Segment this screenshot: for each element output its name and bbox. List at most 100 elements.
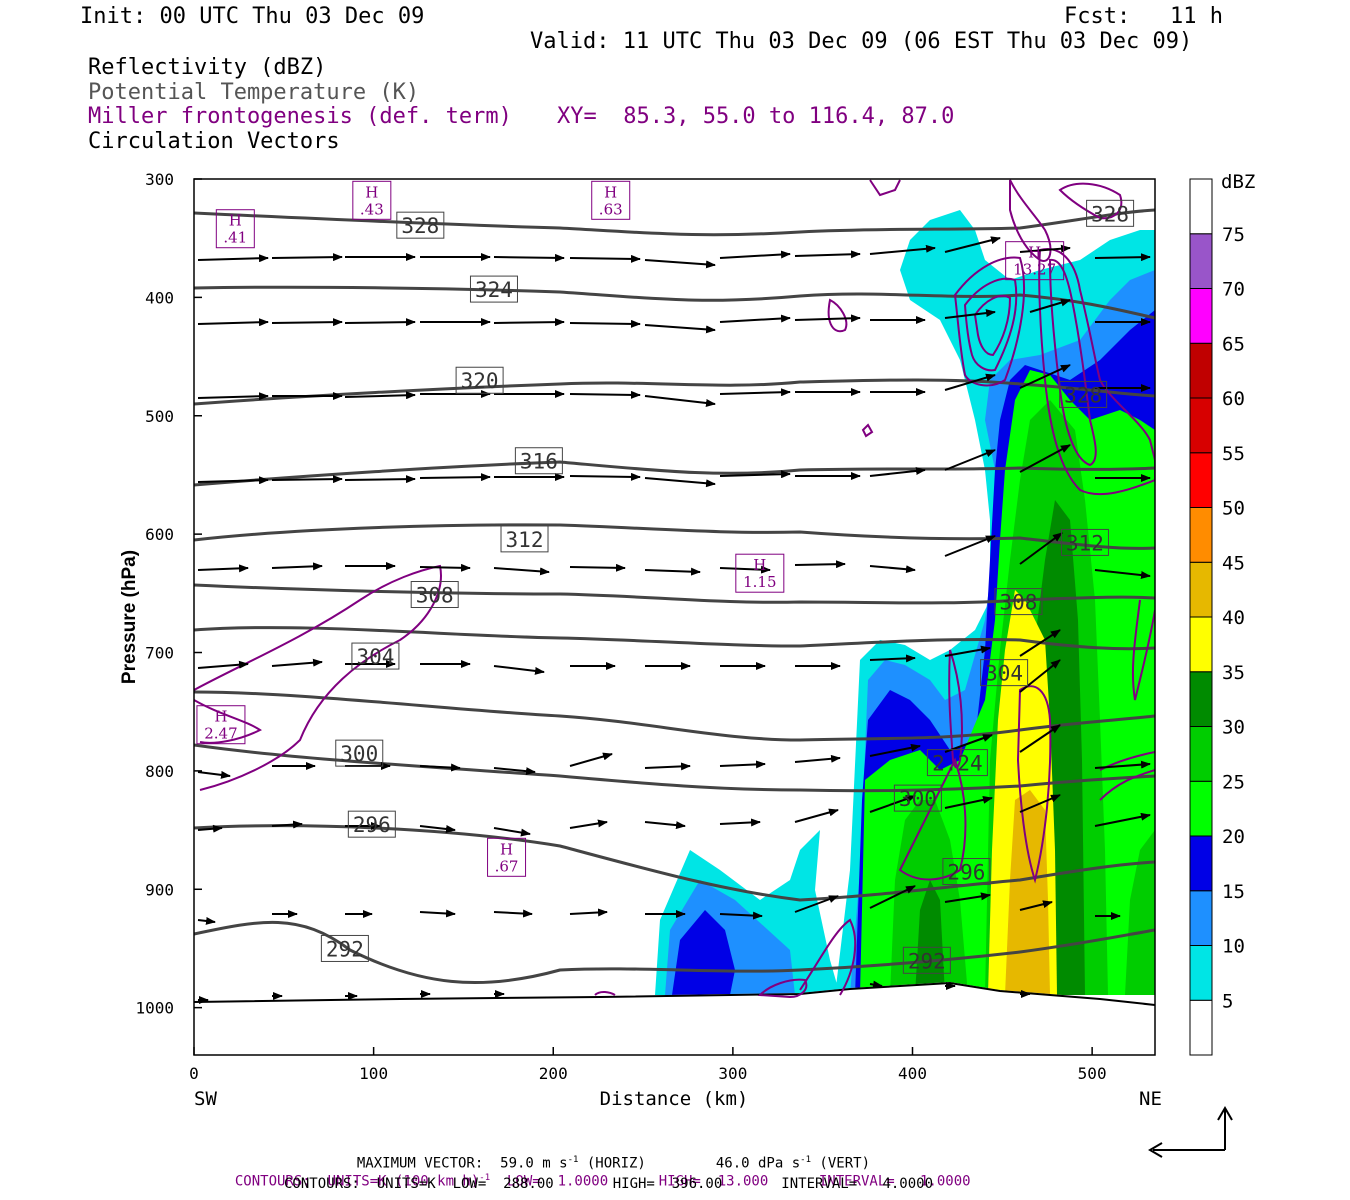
theta-label-box [1086, 199, 1135, 227]
colorbar-swatch [1189, 233, 1213, 289]
y-axis-ticks: 300 400 500 600 700 800 900 1000 [135, 170, 202, 1018]
y-tick-label: 500 [145, 407, 174, 426]
y-tick-label: 600 [145, 525, 174, 544]
field-potential-temperature: Potential Temperature (K) [88, 80, 420, 105]
x-tick-label: 0 [189, 1064, 199, 1083]
theta-label-box [347, 810, 396, 838]
theta-label-box [980, 659, 1029, 687]
fg-high-marker: H [1028, 244, 1041, 262]
max-vector-horiz: MAXIMUM VECTOR: 59.0 m s [356, 1155, 568, 1172]
y-tick-label: 400 [145, 288, 174, 307]
colorbar-label: 60 [1222, 388, 1245, 410]
theta-label: 304 [985, 662, 1023, 686]
theta-label: 2.24 [932, 752, 983, 776]
colorbar-swatch [1189, 835, 1213, 892]
y-tick-label: 900 [145, 880, 174, 899]
ne-label: NE [1139, 1088, 1162, 1110]
x-tick-label: 500 [1078, 1064, 1107, 1083]
colorbar-swatch [1189, 890, 1213, 946]
theta-label: 292 [908, 949, 946, 973]
theta-label: 304 [356, 645, 394, 669]
colorbar-swatch [1189, 945, 1213, 1001]
theta-contours [194, 208, 1155, 1006]
fg-high-value: .41 [223, 229, 247, 247]
x-tick-label: 300 [718, 1064, 747, 1083]
colorbar-label: 5 [1222, 990, 1233, 1012]
colorbar-label: 25 [1222, 771, 1245, 793]
field-frontogenesis: Miller frontogenesis (def. term) [88, 104, 512, 129]
fg-high-box [1005, 241, 1065, 281]
x-tick-label: 400 [898, 1064, 927, 1083]
reflectivity-field [194, 210, 1155, 1055]
theta-label-box [1059, 380, 1108, 408]
colorbar-swatch [1189, 561, 1213, 618]
colorbar-swatch [1189, 397, 1213, 454]
colorbar-label: 50 [1222, 498, 1245, 520]
x-axis-label: Distance (km) [600, 1088, 749, 1110]
forecast-hour: Fcst: 11 h [1064, 4, 1223, 29]
theta-label-box [455, 366, 504, 394]
fg-high-box [196, 705, 246, 745]
theta-label: 296 [353, 813, 391, 837]
theta-label-box [396, 211, 445, 239]
theta-label-box [1060, 528, 1109, 556]
init-time: Init: 00 UTC Thu 03 Dec 09 [80, 4, 425, 29]
colorbar-label: 75 [1222, 224, 1245, 246]
max-vector-vert: 46.0 dPa s [715, 1155, 801, 1172]
fg-high-value: 2.47 [204, 725, 237, 743]
theta-label: 328 [1091, 202, 1129, 226]
x-tick-label: 100 [359, 1064, 388, 1083]
y-tick-label: 1000 [135, 999, 174, 1018]
theta-label: 312 [1066, 531, 1104, 555]
frontogenesis-contour-info: CONTOURS: UNITS=K (100 km h)-1 LOW= 1.00… [218, 1157, 971, 1190]
max-vector: MAXIMUM VECTOR: 59.0 m s-1 (HORIZ) 46.0 d… [340, 1139, 870, 1172]
circulation-vectors [197, 236, 1151, 1004]
theta-label: 320 [461, 369, 499, 393]
colorbar: 5 10 15 20 25 30 35 40 45 50 55 60 65 70 75 [1189, 178, 1245, 1056]
sw-label: SW [194, 1088, 217, 1110]
theta-label-box [335, 739, 384, 767]
colorbar-swatch [1189, 671, 1213, 727]
colorbar-swatch [1189, 288, 1213, 344]
theta-label: 300 [340, 742, 378, 766]
colorbar-label: 10 [1222, 936, 1245, 958]
colorbar-swatch [1189, 726, 1213, 782]
fg-high-marker: H [214, 708, 227, 726]
theta-contour-info: CONTOURS: UNITS=K LOW= 288.00 HIGH= 396.… [284, 1176, 934, 1192]
theta-label-box [902, 946, 951, 974]
theta-label-box [410, 581, 459, 609]
frontogenesis-contours [194, 179, 1155, 999]
theta-label-box [926, 749, 988, 777]
fg-high-value: .63 [599, 200, 623, 218]
y-tick-label: 700 [145, 644, 174, 663]
colorbar-swatch [1189, 178, 1213, 235]
colorbar-label: 65 [1222, 333, 1245, 355]
fg-high-value: .43 [360, 200, 384, 218]
theta-label: 328 [401, 214, 439, 238]
colorbar-label: 55 [1222, 443, 1245, 465]
x-axis-ticks: 0 100 200 300 400 500 [189, 1047, 1107, 1083]
theta-label-box [942, 858, 991, 886]
theta-label-box [994, 588, 1043, 616]
theta-label-box [351, 642, 400, 670]
theta-label: 300 [899, 787, 937, 811]
theta-label: 308 [1000, 591, 1038, 615]
fg-high-box [735, 553, 785, 593]
theta-label: 316 [520, 450, 558, 474]
colorbar-label: 45 [1222, 552, 1245, 574]
theta-label: 324 [475, 278, 513, 302]
colorbar-swatch [1189, 507, 1213, 563]
colorbar-swatch [1189, 780, 1213, 837]
reference-vector [1148, 1106, 1233, 1158]
theta-contour-labels: 328 324 320 316 312 308 304 300 296 292 328 312 308 3… [320, 199, 1135, 974]
fg-high-marker: H [229, 212, 242, 230]
fg-high-box [215, 209, 255, 249]
theta-label-box [893, 784, 942, 812]
fg-high-marker: H [753, 556, 766, 574]
theta-label-box [514, 447, 563, 475]
fg-high-marker: H [365, 183, 378, 201]
y-tick-label: 300 [145, 170, 174, 189]
fg-high-marker: H [500, 840, 513, 858]
colorbar-swatch [1189, 999, 1213, 1056]
